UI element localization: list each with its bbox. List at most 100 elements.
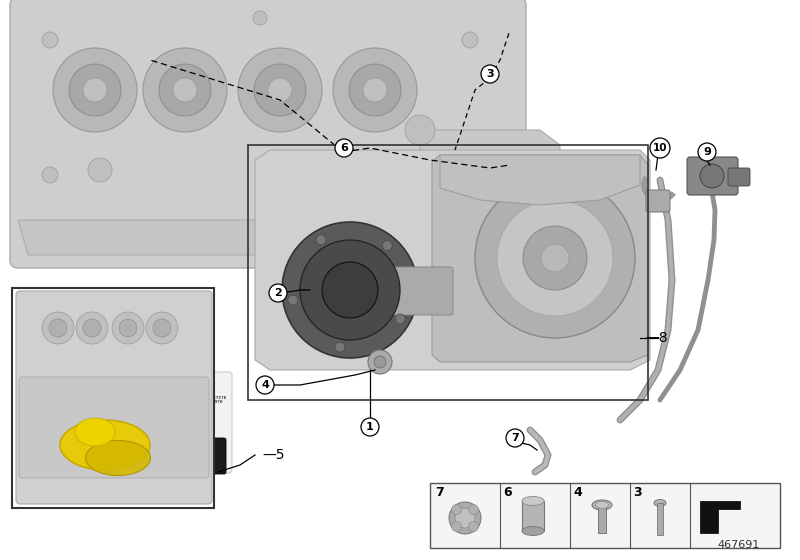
Text: 10: 10 (653, 143, 667, 153)
Circle shape (316, 235, 326, 245)
Circle shape (282, 222, 418, 358)
Polygon shape (440, 155, 640, 205)
Circle shape (335, 139, 353, 157)
FancyBboxPatch shape (367, 267, 453, 315)
Circle shape (333, 48, 417, 132)
Circle shape (462, 32, 478, 48)
Circle shape (449, 502, 481, 534)
Circle shape (451, 521, 462, 531)
Circle shape (374, 356, 386, 368)
Circle shape (88, 158, 112, 182)
Circle shape (268, 78, 292, 102)
Circle shape (42, 312, 74, 344)
Ellipse shape (592, 500, 612, 510)
Text: 7: 7 (436, 487, 444, 500)
FancyBboxPatch shape (19, 377, 209, 478)
Polygon shape (255, 150, 650, 370)
Ellipse shape (522, 526, 544, 535)
FancyBboxPatch shape (16, 291, 212, 504)
Circle shape (475, 178, 635, 338)
Circle shape (53, 48, 137, 132)
Polygon shape (700, 501, 740, 533)
Circle shape (146, 312, 178, 344)
Circle shape (523, 226, 587, 290)
Circle shape (254, 64, 306, 116)
Circle shape (395, 314, 406, 324)
Circle shape (363, 78, 387, 102)
Circle shape (382, 241, 392, 250)
Circle shape (83, 78, 107, 102)
Polygon shape (432, 155, 648, 362)
FancyBboxPatch shape (646, 190, 670, 212)
Text: LOCTITE
5970: LOCTITE 5970 (209, 396, 227, 404)
Circle shape (462, 167, 478, 183)
Circle shape (49, 319, 67, 337)
Circle shape (173, 78, 197, 102)
Circle shape (349, 64, 401, 116)
Bar (598, 505, 606, 533)
Circle shape (253, 11, 267, 25)
Polygon shape (420, 130, 560, 275)
FancyBboxPatch shape (204, 372, 232, 473)
Text: 6: 6 (340, 143, 348, 153)
Text: —8: —8 (645, 331, 668, 345)
Text: 7: 7 (511, 433, 519, 443)
Circle shape (119, 319, 137, 337)
Bar (248, 145, 648, 400)
Circle shape (256, 376, 274, 394)
Ellipse shape (654, 500, 666, 506)
Text: 1: 1 (366, 422, 374, 432)
Circle shape (153, 319, 171, 337)
Circle shape (700, 164, 724, 188)
Circle shape (288, 295, 298, 305)
Text: 2: 2 (274, 288, 282, 298)
FancyBboxPatch shape (210, 438, 226, 474)
Text: 4: 4 (574, 487, 582, 500)
Text: 3: 3 (634, 487, 642, 500)
FancyBboxPatch shape (687, 157, 738, 195)
Circle shape (361, 418, 379, 436)
Circle shape (469, 521, 478, 531)
Ellipse shape (595, 502, 609, 508)
Bar (12, 288, 214, 508)
Text: 467691: 467691 (718, 540, 760, 550)
FancyBboxPatch shape (10, 0, 526, 268)
Text: 3: 3 (486, 69, 494, 79)
Ellipse shape (522, 497, 544, 506)
Circle shape (69, 64, 121, 116)
Text: 9: 9 (703, 147, 711, 157)
Circle shape (368, 350, 392, 374)
Circle shape (405, 115, 435, 145)
Circle shape (698, 143, 716, 161)
Circle shape (469, 505, 478, 515)
Circle shape (455, 508, 475, 528)
FancyBboxPatch shape (728, 168, 750, 186)
Circle shape (335, 342, 345, 352)
Circle shape (76, 312, 108, 344)
Text: 4: 4 (261, 380, 269, 390)
Circle shape (159, 64, 211, 116)
Ellipse shape (86, 441, 150, 475)
Bar (430, 483, 780, 548)
Ellipse shape (60, 420, 150, 470)
Bar (522, 501, 544, 531)
Circle shape (322, 262, 378, 318)
Text: 6: 6 (504, 487, 512, 500)
Polygon shape (18, 220, 520, 255)
Circle shape (506, 429, 524, 447)
Circle shape (650, 138, 670, 158)
Ellipse shape (75, 418, 115, 446)
Circle shape (541, 244, 569, 272)
Bar (657, 503, 663, 535)
Circle shape (42, 167, 58, 183)
Circle shape (481, 65, 499, 83)
Text: —5: —5 (262, 448, 285, 462)
Circle shape (83, 319, 101, 337)
Circle shape (497, 200, 613, 316)
Circle shape (42, 32, 58, 48)
Circle shape (451, 505, 462, 515)
Circle shape (143, 48, 227, 132)
Circle shape (112, 312, 144, 344)
Circle shape (300, 240, 400, 340)
Circle shape (269, 284, 287, 302)
